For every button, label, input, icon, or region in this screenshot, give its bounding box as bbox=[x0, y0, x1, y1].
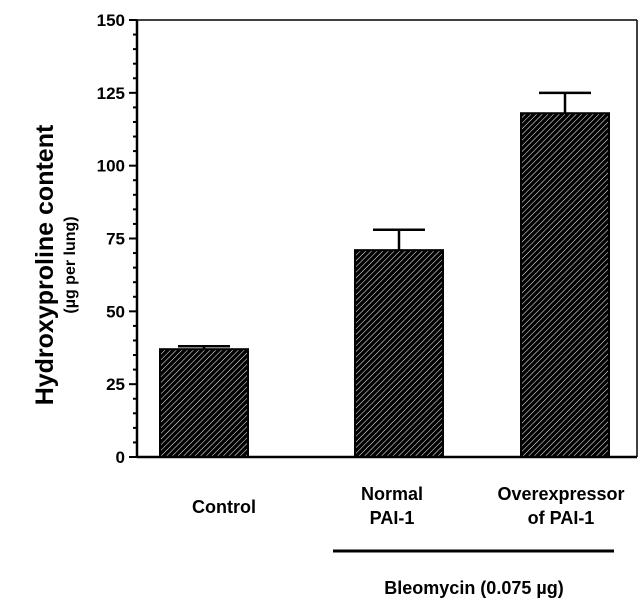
y-axis-label: Hydroxyproline content bbox=[31, 124, 59, 405]
error-bars bbox=[178, 91, 591, 350]
y-axis-sublabel: (µg per lung) bbox=[62, 216, 79, 313]
group-label: Bleomycin (0.075 µg) bbox=[384, 578, 563, 598]
category-label: Normal bbox=[361, 484, 423, 504]
y-ticks: 0 25 50 75 100 125 150 bbox=[97, 11, 137, 467]
y-tick-label: 100 bbox=[97, 157, 125, 176]
category-label: PAI-1 bbox=[370, 508, 415, 528]
category-label: Control bbox=[192, 497, 256, 517]
y-axis-title: Hydroxyproline content (µg per lung) bbox=[31, 124, 79, 405]
bar bbox=[354, 249, 444, 458]
bar bbox=[520, 112, 610, 459]
y-tick-label: 25 bbox=[106, 375, 125, 394]
y-tick-label: 50 bbox=[106, 302, 125, 321]
category-labels: Control Normal PAI-1 Overexpressor of PAI-1 bbox=[192, 484, 625, 528]
y-tick-label: 0 bbox=[116, 448, 125, 467]
category-label: of PAI-1 bbox=[528, 508, 595, 528]
y-tick-label: 75 bbox=[106, 230, 125, 249]
bar bbox=[159, 348, 249, 458]
y-tick-label: 150 bbox=[97, 11, 125, 30]
y-tick-label: 125 bbox=[97, 84, 125, 103]
category-label: Overexpressor bbox=[497, 484, 624, 504]
bar-series bbox=[159, 112, 610, 459]
